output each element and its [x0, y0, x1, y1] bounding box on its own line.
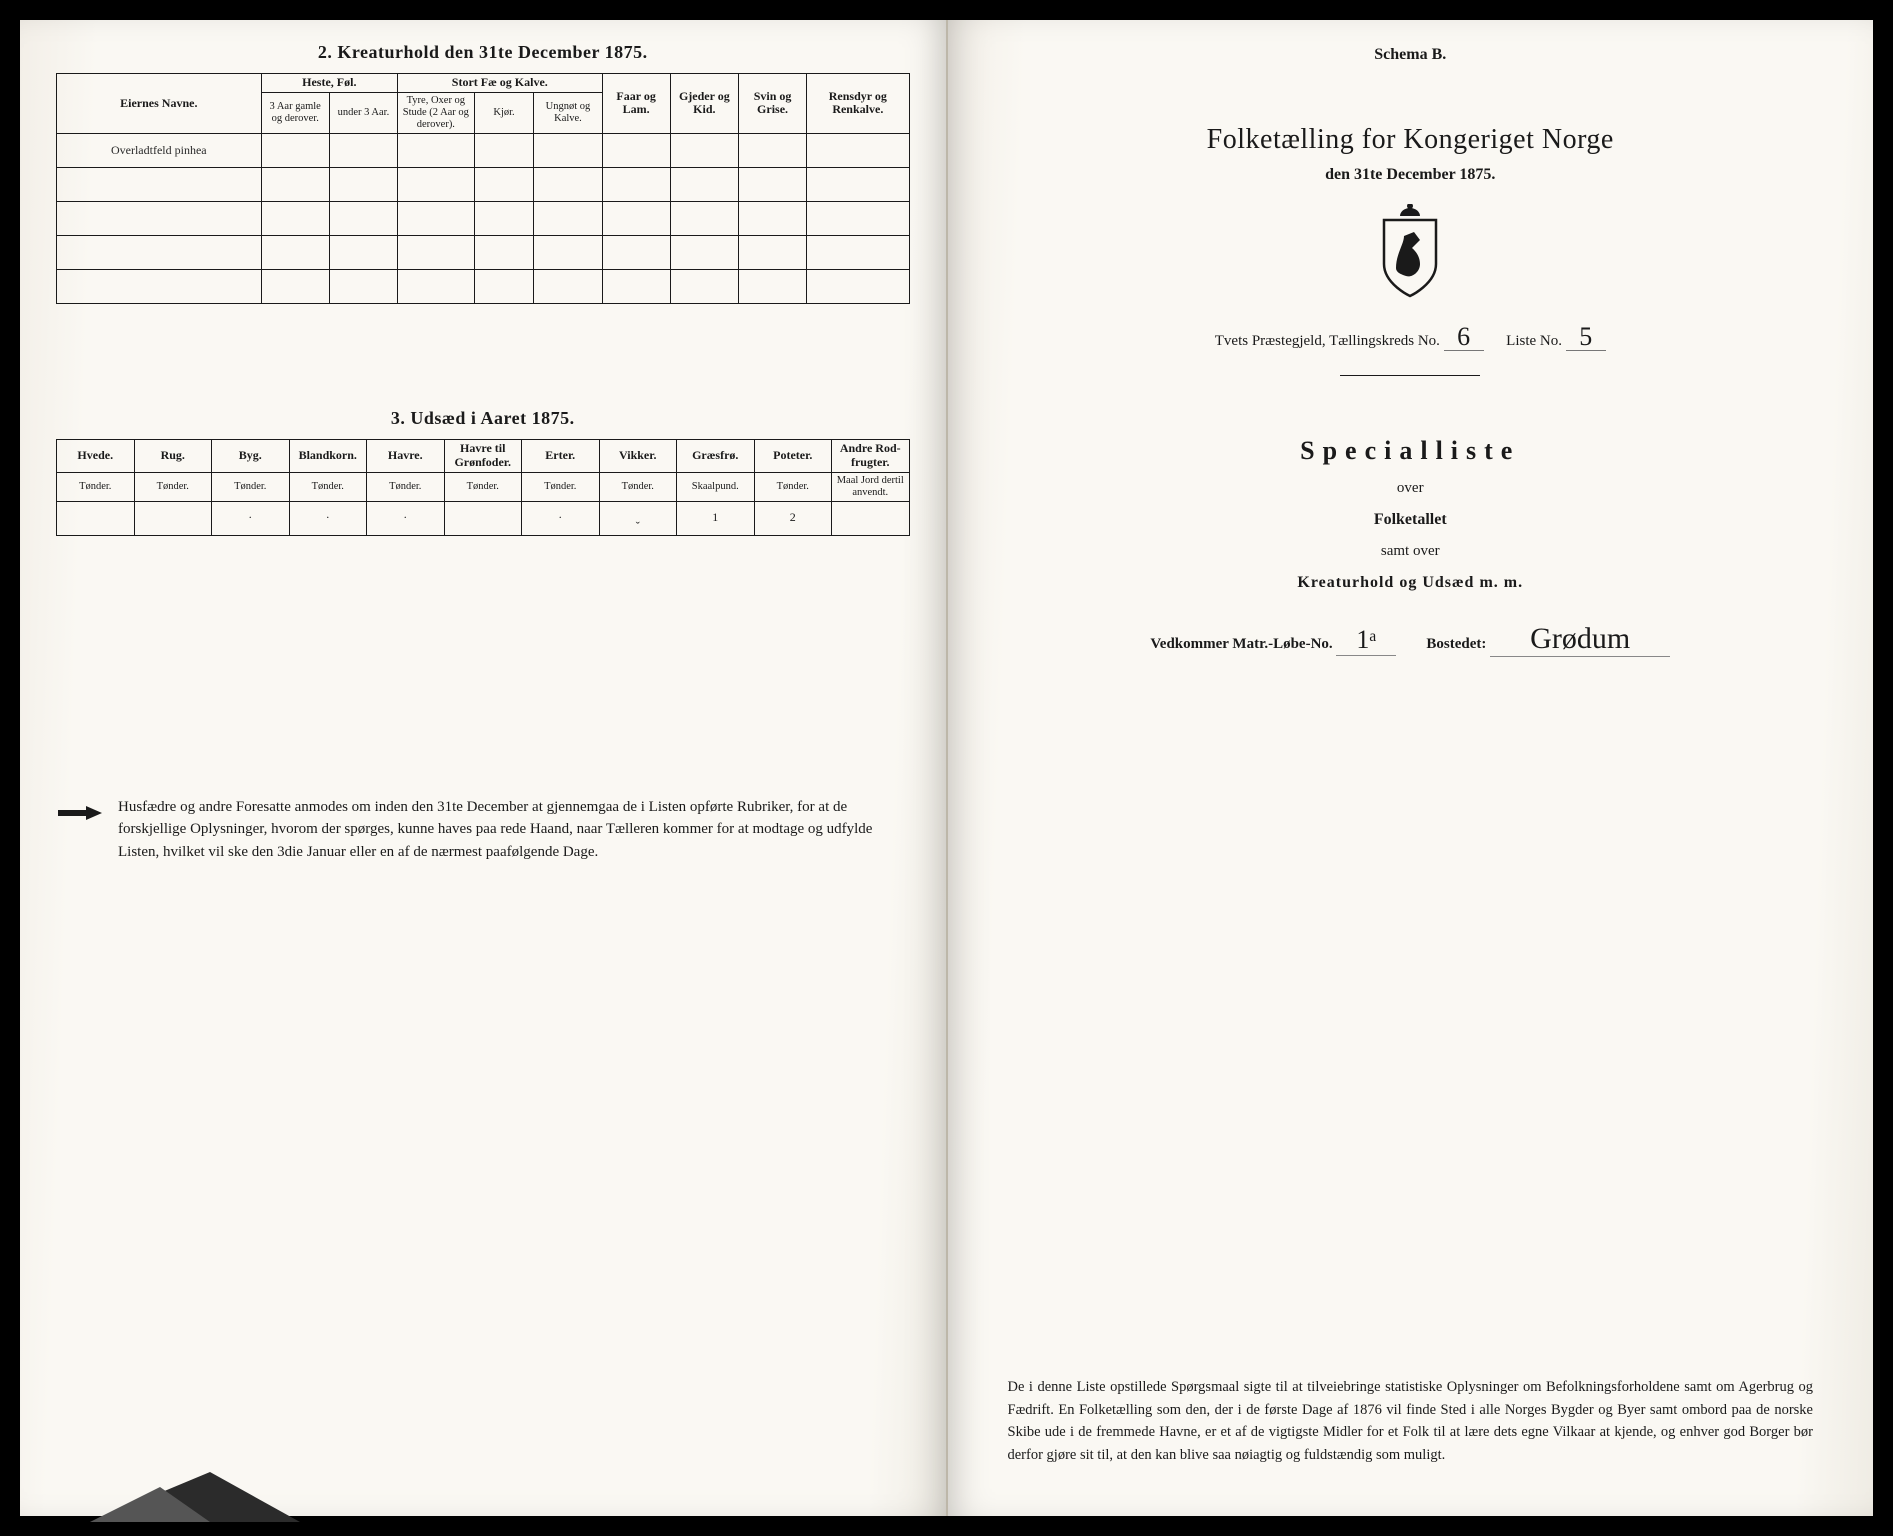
- liste-number: 5: [1566, 324, 1606, 351]
- t3-col-head: Græsfrø.: [677, 439, 755, 472]
- matr-number: 1ᵃ: [1336, 625, 1396, 656]
- col-ren: Rensdyr og Renkalve.: [807, 74, 909, 134]
- t3-col-head: Rug.: [134, 439, 212, 472]
- t3-col-sub: Tønder.: [444, 472, 522, 501]
- table-udsaed: Hvede.Rug.Byg.Blandkorn.Havre.Havre til …: [56, 439, 910, 536]
- t3-col-sub: Tønder.: [599, 472, 677, 501]
- coat-of-arms-icon: [1370, 204, 1450, 300]
- t3-col-head: Havre til Grønfoder.: [444, 439, 522, 472]
- t3-col-sub: Tønder.: [367, 472, 445, 501]
- footer-notice: Husfædre og andre Foresatte anmodes om i…: [56, 796, 910, 864]
- t3-cell: ·: [522, 501, 600, 535]
- divider: [1340, 375, 1480, 376]
- t3-cell: ˬ: [599, 501, 677, 535]
- section-2-title: 2. Kreaturhold den 31te December 1875.: [56, 42, 910, 63]
- owner-name-cell: Overladtfeld pinhea: [57, 133, 262, 167]
- text-over: over: [984, 480, 1838, 497]
- t3-cell: [57, 501, 135, 535]
- t3-cell: ·: [212, 501, 290, 535]
- kreds-number: 6: [1444, 324, 1484, 351]
- matr-line: Vedkommer Matr.-Løbe-No. 1ᵃ Bostedet: Gr…: [984, 622, 1838, 657]
- t3-col-sub: Tønder.: [134, 472, 212, 501]
- col-heste-b: under 3 Aar.: [329, 92, 397, 133]
- t3-col-head: Erter.: [522, 439, 600, 472]
- col-stort-c: Ungnøt og Kalve.: [534, 92, 602, 133]
- col-owners: Eiernes Navne.: [57, 74, 262, 134]
- t3-col-sub: Maal Jord dertil anvendt.: [832, 472, 910, 501]
- t3-cell: ·: [367, 501, 445, 535]
- notice-text: Husfædre og andre Foresatte anmodes om i…: [118, 796, 910, 864]
- col-stort-group: Stort Fæ og Kalve.: [397, 74, 602, 93]
- col-faar: Faar og Lam.: [602, 74, 670, 134]
- t3-cell: 2: [754, 501, 832, 535]
- schema-label: Schema B.: [984, 46, 1838, 64]
- col-stort-a: Tyre, Oxer og Stude (2 Aar og derover).: [397, 92, 474, 133]
- census-date: den 31te December 1875.: [984, 166, 1838, 184]
- t3-col-head: Havre.: [367, 439, 445, 472]
- text-kreatur: Kreaturhold og Udsæd m. m.: [984, 574, 1838, 592]
- col-stort-b: Kjør.: [474, 92, 534, 133]
- table-row: [57, 201, 910, 235]
- t3-cell: [134, 501, 212, 535]
- table-row: [57, 167, 910, 201]
- table-row: Overladtfeld pinhea: [57, 133, 910, 167]
- bottom-paragraph: De i denne Liste opstillede Spørgsmaal s…: [1008, 1376, 1814, 1466]
- right-page: Schema B. Folketælling for Kongeriget No…: [948, 20, 1874, 1516]
- kreds-prefix: Tvets Præstegjeld, Tællingskreds No.: [1215, 333, 1440, 349]
- t3-cell: [444, 501, 522, 535]
- t3-col-head: Blandkorn.: [289, 439, 367, 472]
- table-kreaturhold: Eiernes Navne. Heste, Føl. Stort Fæ og K…: [56, 73, 910, 304]
- table-row: [57, 269, 910, 303]
- t3-col-sub: Tønder.: [522, 472, 600, 501]
- t3-col-head: Vikker.: [599, 439, 677, 472]
- open-book: 2. Kreaturhold den 31te December 1875. E…: [20, 20, 1873, 1516]
- t3-col-sub: Tønder.: [57, 472, 135, 501]
- left-page: 2. Kreaturhold den 31te December 1875. E…: [20, 20, 948, 1516]
- col-gjeder: Gjeder og Kid.: [670, 74, 738, 134]
- table-row: ····ˬ12: [57, 501, 910, 535]
- pen-icon: [90, 1442, 300, 1522]
- section-3-title: 3. Udsæd i Aaret 1875.: [56, 408, 910, 429]
- t3-col-head: Hvede.: [57, 439, 135, 472]
- t3-col-head: Poteter.: [754, 439, 832, 472]
- matr-label: Vedkommer Matr.-Løbe-No.: [1150, 636, 1332, 652]
- pointing-hand-icon: [56, 800, 104, 826]
- t3-cell: 1: [677, 501, 755, 535]
- text-samt: samt over: [984, 543, 1838, 560]
- text-folketallet: Folketallet: [984, 511, 1838, 529]
- t3-col-sub: Tønder.: [289, 472, 367, 501]
- liste-label: Liste No.: [1506, 333, 1562, 349]
- col-heste-a: 3 Aar gamle og derover.: [261, 92, 329, 133]
- bostedet-label: Bostedet:: [1426, 636, 1486, 652]
- specialliste-heading: Specialliste: [984, 436, 1838, 466]
- t3-col-sub: Tønder.: [212, 472, 290, 501]
- t3-cell: [832, 501, 910, 535]
- col-svin: Svin og Grise.: [738, 74, 806, 134]
- t3-col-sub: Skaalpund.: [677, 472, 755, 501]
- t3-col-head: Andre Rod-frugter.: [832, 439, 910, 472]
- census-title: Folketælling for Kongeriget Norge: [984, 124, 1838, 156]
- table-row: [57, 235, 910, 269]
- t3-col-head: Byg.: [212, 439, 290, 472]
- t3-cell: ·: [289, 501, 367, 535]
- prestegjeld-line: Tvets Præstegjeld, Tællingskreds No. 6 L…: [984, 324, 1838, 351]
- t3-col-sub: Tønder.: [754, 472, 832, 501]
- bostedet-value: Grødum: [1490, 622, 1670, 657]
- col-heste-group: Heste, Føl.: [261, 74, 397, 93]
